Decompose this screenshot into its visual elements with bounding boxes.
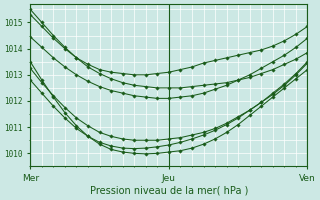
X-axis label: Pression niveau de la mer( hPa ): Pression niveau de la mer( hPa ) [90, 186, 248, 196]
